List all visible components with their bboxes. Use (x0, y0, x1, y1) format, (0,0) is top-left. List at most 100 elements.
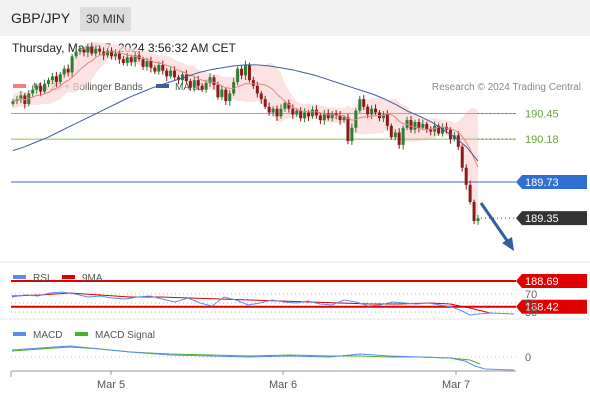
candle-body (472, 201, 476, 222)
candle-body (251, 80, 255, 86)
candle-body (180, 74, 184, 81)
candle-body (464, 167, 468, 185)
candle-body (70, 56, 74, 73)
candle-body (228, 93, 232, 102)
candle-body (224, 89, 228, 102)
candle-body (476, 218, 480, 222)
candle-body (236, 68, 240, 83)
candle-body (173, 70, 177, 78)
candle-body (86, 46, 90, 53)
x-tick-label-mar7: Mar 7 (442, 379, 470, 391)
candle-body (58, 74, 62, 83)
level-label-190.18: 190.18 (525, 134, 559, 146)
candle-body (366, 106, 370, 115)
candle-body (456, 135, 460, 147)
rsi-ma-legend-swatch (62, 275, 75, 279)
credit-text: Research © 2024 Trading Central (432, 82, 581, 93)
candle-body (259, 93, 263, 100)
level-tag-188.42 (516, 299, 587, 314)
rsi-level-70: 70 (525, 289, 537, 301)
level-label-188.42: 188.42 (525, 302, 559, 314)
ma20-legend-swatch (13, 84, 26, 88)
candle-body (11, 101, 15, 104)
candle-body (358, 99, 362, 111)
candle-body (342, 117, 346, 121)
candle-body (362, 99, 366, 107)
candle-body (200, 85, 204, 90)
top-bar: GBP/JPY 30 MIN (0, 0, 590, 36)
rsi-legend-swatch (13, 275, 26, 279)
ma50-legend-swatch (156, 84, 169, 88)
candle-body (106, 50, 110, 56)
timeframe-button[interactable]: 30 MIN (80, 7, 131, 31)
rsi-line (11, 291, 515, 316)
candle-body (413, 122, 417, 130)
candle-body (82, 49, 86, 53)
candle-body (66, 68, 70, 73)
candle-body (291, 108, 295, 115)
candle-body (216, 84, 220, 98)
candle-body (330, 113, 334, 119)
candle-body (141, 59, 145, 67)
candle-body (204, 82, 208, 90)
candle-body (244, 64, 247, 76)
candle-body (98, 48, 102, 52)
candle-body (184, 74, 188, 82)
candle-body (240, 68, 244, 76)
macd-signal-legend-label: MACD Signal (95, 330, 155, 341)
candle-body (279, 108, 283, 117)
candle-body (283, 102, 287, 109)
ma20-legend-label: MA 20 + Bollinger Bands (33, 82, 143, 93)
x-tick-label-mar6: Mar 6 (269, 379, 297, 391)
candle-body (421, 123, 425, 128)
candle-body (145, 61, 149, 67)
rsi-ma-line (11, 292, 491, 314)
candle-body (299, 110, 303, 119)
level-tag-188.69 (516, 274, 587, 289)
x-tick-label-mar5: Mar 5 (97, 379, 125, 391)
level-label-190.45: 190.45 (525, 108, 559, 120)
candle-body (397, 132, 401, 145)
candle-body (468, 184, 472, 202)
candle-body (326, 113, 330, 119)
macd-legend-label: MACD (33, 330, 62, 341)
ma20-line (12, 51, 479, 168)
candle-body (370, 108, 374, 115)
candle-body (192, 80, 196, 88)
candle-body (50, 76, 54, 81)
candle-body (121, 59, 125, 63)
candle-body (157, 64, 161, 72)
candle-body (19, 95, 23, 100)
candle-body (287, 102, 291, 109)
rsi-level-50: 50 (525, 298, 537, 310)
candle-body (125, 57, 129, 63)
candle-body (208, 77, 212, 83)
level-tag-189.73 (516, 175, 587, 189)
candle-body (267, 106, 271, 113)
candle-body (303, 112, 307, 119)
candle-body (161, 64, 165, 71)
macd-signal-line (11, 346, 481, 365)
candle-body (117, 53, 121, 60)
candle-body (43, 83, 47, 92)
candle-body (350, 127, 354, 142)
candle-body (255, 85, 259, 94)
candle-body (374, 108, 378, 113)
candle-body (429, 129, 433, 132)
candle-body (425, 123, 429, 130)
candle-body (153, 67, 157, 72)
candle-body (460, 146, 464, 168)
level-label-189.73: 189.73 (525, 177, 559, 189)
candle-body (149, 61, 153, 68)
candle-body (196, 80, 200, 86)
candle-body (409, 120, 413, 130)
last-price-tag (516, 211, 587, 226)
candle-body (437, 125, 441, 134)
candle-body (417, 122, 421, 128)
candle-body (385, 114, 389, 126)
level-label-188.69: 188.69 (525, 276, 559, 288)
candle-body (165, 70, 169, 77)
candle-body (39, 85, 43, 92)
last-price-label: 189.35 (525, 213, 559, 225)
